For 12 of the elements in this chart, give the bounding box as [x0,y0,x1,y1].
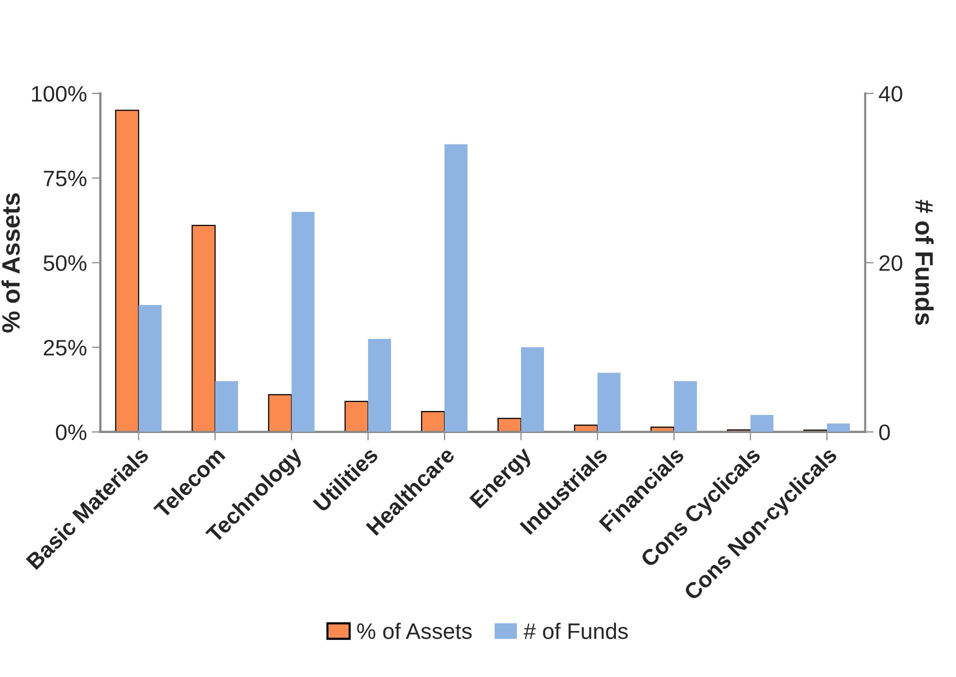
y-tick-label: 0% [56,424,86,440]
y2-axis-title: # of Funds [915,200,934,325]
y-tick-label: 75% [44,170,86,186]
y-axis-title: % of Assets [1,193,20,332]
legend-label: % of Assets [357,622,472,640]
y-tick-label: 100% [32,86,86,102]
y-tick-label: 25% [44,340,86,356]
legend-label: # of Funds [524,622,628,640]
y2-tick-label: 20 [879,255,902,271]
y-tick-label: 50% [44,255,86,271]
y2-tick-label: 0 [879,424,890,440]
y2-tick-label: 40 [878,86,902,102]
